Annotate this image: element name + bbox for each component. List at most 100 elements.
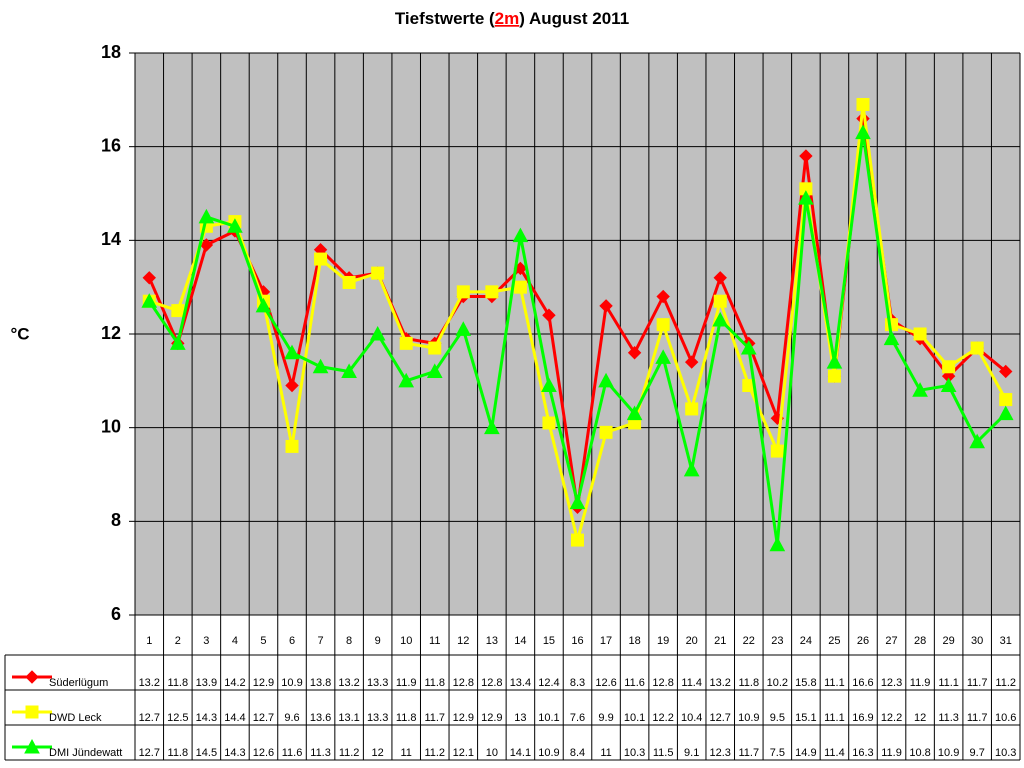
data-point bbox=[855, 124, 871, 140]
table-value: 11.2 bbox=[995, 677, 1016, 689]
table-value: 11.1 bbox=[824, 712, 845, 724]
table-value: 8.3 bbox=[570, 677, 585, 689]
x-tick-label: 30 bbox=[971, 635, 983, 647]
data-point bbox=[712, 311, 729, 327]
x-tick-label: 16 bbox=[571, 635, 583, 647]
y-tick-label: 6 bbox=[111, 604, 121, 624]
table-value: 7.5 bbox=[770, 747, 785, 759]
data-point bbox=[970, 341, 984, 355]
data-point bbox=[285, 439, 299, 453]
table-value: 12.7 bbox=[139, 747, 160, 759]
table-value: 11.8 bbox=[168, 677, 189, 689]
data-point bbox=[428, 341, 442, 355]
table-value: 11.7 bbox=[424, 712, 445, 724]
x-tick-label: 1 bbox=[146, 635, 152, 647]
legend-label: DMI Jündewatt bbox=[49, 747, 122, 759]
x-tick-label: 11 bbox=[429, 635, 440, 647]
x-tick-label: 6 bbox=[289, 635, 295, 647]
x-tick-label: 25 bbox=[828, 635, 840, 647]
x-tick-label: 12 bbox=[457, 635, 469, 647]
title-part: Tiefstwerte ( bbox=[395, 9, 495, 28]
data-point bbox=[684, 355, 699, 369]
table-value: 15.8 bbox=[795, 677, 816, 689]
table-value: 11.6 bbox=[282, 747, 303, 759]
data-point bbox=[227, 218, 243, 233]
table-value: 10.2 bbox=[767, 677, 788, 689]
table-value: 11 bbox=[600, 747, 611, 759]
x-tick-label: 17 bbox=[600, 635, 612, 647]
table-value: 11.8 bbox=[168, 747, 189, 759]
table-value: 11.9 bbox=[910, 677, 931, 689]
table-value: 11.7 bbox=[967, 712, 988, 724]
x-tick-label: 10 bbox=[400, 635, 412, 647]
table-value: 12 bbox=[372, 747, 384, 759]
data-point bbox=[398, 372, 415, 388]
y-tick-label: 18 bbox=[101, 42, 121, 62]
table-value: 12.8 bbox=[453, 677, 474, 689]
data-point bbox=[713, 271, 727, 285]
table-value: 12.1 bbox=[453, 747, 474, 759]
table-value: 9.9 bbox=[598, 712, 613, 724]
data-point bbox=[485, 285, 499, 299]
data-point bbox=[599, 425, 613, 439]
table-value: 13.3 bbox=[367, 677, 388, 689]
table-value: 10.9 bbox=[281, 677, 302, 689]
table-value: 10.3 bbox=[624, 747, 645, 759]
table-value: 10.8 bbox=[909, 747, 930, 759]
data-point bbox=[685, 402, 699, 416]
x-tick-label: 9 bbox=[375, 635, 381, 647]
data-point bbox=[314, 252, 328, 266]
table-value: 11.9 bbox=[396, 677, 417, 689]
table-value: 9.5 bbox=[770, 712, 785, 724]
data-point bbox=[24, 738, 40, 754]
data-point bbox=[484, 419, 500, 435]
table-value: 7.6 bbox=[570, 712, 585, 724]
table-value: 12.4 bbox=[538, 677, 559, 689]
data-point bbox=[513, 280, 527, 294]
x-tick-label: 26 bbox=[857, 635, 869, 647]
data-point bbox=[826, 354, 843, 369]
data-point bbox=[655, 349, 671, 364]
table-value: 12.8 bbox=[481, 677, 502, 689]
x-tick-label: 31 bbox=[1000, 635, 1012, 647]
data-point bbox=[312, 358, 329, 374]
table-value: 14.3 bbox=[196, 712, 217, 724]
data-point bbox=[827, 369, 841, 383]
x-tick-label: 13 bbox=[486, 635, 498, 647]
data-point bbox=[426, 363, 443, 378]
data-point bbox=[569, 494, 586, 510]
x-tick-label: 2 bbox=[175, 635, 181, 647]
x-tick-label: 21 bbox=[714, 635, 726, 647]
table-value: 12.9 bbox=[253, 677, 274, 689]
x-tick-label: 3 bbox=[203, 635, 209, 647]
x-tick-label: 14 bbox=[514, 635, 526, 647]
x-tick-label: 7 bbox=[318, 635, 324, 647]
data-point bbox=[341, 363, 357, 378]
x-tick-label: 23 bbox=[771, 635, 783, 647]
table-value: 11.5 bbox=[653, 747, 674, 759]
y-tick-label: 10 bbox=[101, 416, 121, 436]
data-point bbox=[713, 294, 727, 308]
data-point bbox=[198, 208, 215, 224]
data-point bbox=[541, 377, 557, 393]
data-point bbox=[199, 238, 214, 252]
data-point bbox=[455, 321, 472, 336]
data-point bbox=[369, 325, 386, 341]
data-point bbox=[770, 444, 784, 458]
table-value: 12.9 bbox=[481, 712, 502, 724]
table-value: 12.8 bbox=[652, 677, 673, 689]
y-tick-label: 8 bbox=[111, 510, 121, 530]
x-tick-label: 20 bbox=[686, 635, 698, 647]
table-value: 11.3 bbox=[310, 747, 331, 759]
data-point bbox=[456, 285, 470, 299]
title-part: 2m bbox=[495, 9, 520, 28]
x-tick-label: 27 bbox=[885, 635, 897, 647]
data-point bbox=[940, 377, 957, 393]
table-value: 11 bbox=[400, 747, 411, 759]
data-point bbox=[255, 297, 272, 313]
data-point bbox=[626, 405, 643, 421]
x-tick-label: 19 bbox=[657, 635, 669, 647]
table-value: 13.2 bbox=[139, 677, 160, 689]
table-value: 12.2 bbox=[881, 712, 902, 724]
